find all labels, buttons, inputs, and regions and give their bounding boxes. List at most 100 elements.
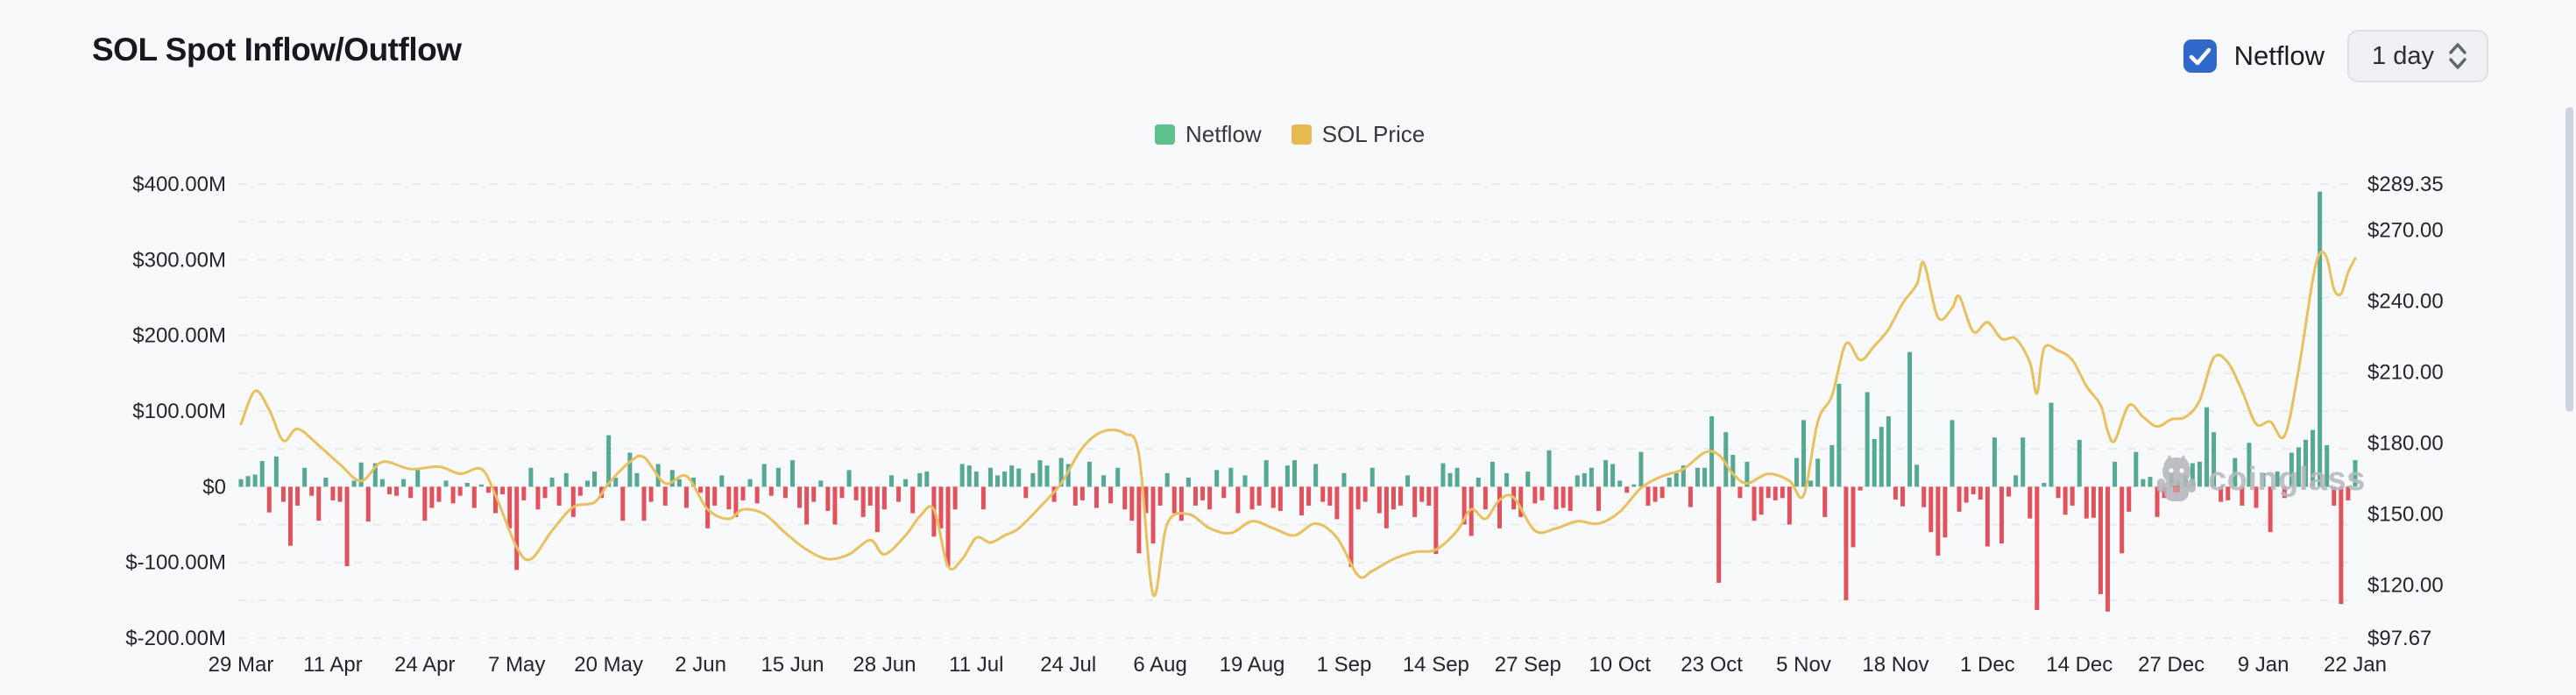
netflow-bar[interactable] <box>1044 465 1050 487</box>
netflow-bar[interactable] <box>1235 486 1241 514</box>
netflow-bar[interactable] <box>1178 486 1184 521</box>
netflow-bar[interactable] <box>1355 486 1361 510</box>
netflow-bar[interactable] <box>2275 472 2280 487</box>
netflow-bar[interactable] <box>2204 407 2210 487</box>
netflow-bar[interactable] <box>422 486 428 521</box>
netflow-bar[interactable] <box>1476 477 1481 487</box>
netflow-bar[interactable] <box>662 486 668 506</box>
netflow-bar[interactable] <box>627 452 633 487</box>
netflow-bar[interactable] <box>1978 486 1983 500</box>
netflow-bar[interactable] <box>1440 463 1446 487</box>
netflow-bar[interactable] <box>401 479 407 487</box>
netflow-bar[interactable] <box>867 486 873 506</box>
netflow-bar[interactable] <box>2162 486 2167 499</box>
netflow-bar[interactable] <box>394 486 400 496</box>
netflow-bar[interactable] <box>1844 486 1849 600</box>
netflow-bar[interactable] <box>344 486 350 566</box>
netflow-bar[interactable] <box>1553 486 1559 510</box>
netflow-bar[interactable] <box>1214 470 1220 487</box>
netflow-bar[interactable] <box>1928 486 1934 533</box>
netflow-bar[interactable] <box>245 476 251 487</box>
netflow-bar[interactable] <box>1185 477 1191 487</box>
netflow-bar[interactable] <box>669 470 675 487</box>
netflow-bar[interactable] <box>1115 467 1121 487</box>
netflow-bar[interactable] <box>1936 486 1941 556</box>
netflow-bar[interactable] <box>754 486 760 504</box>
netflow-bar[interactable] <box>1610 464 1616 487</box>
netflow-bar[interactable] <box>1263 460 1269 487</box>
netflow-bar[interactable] <box>1065 464 1071 487</box>
netflow-bar[interactable] <box>1320 486 1326 502</box>
netflow-bar[interactable] <box>804 486 810 525</box>
netflow-bar[interactable] <box>471 486 477 508</box>
netflow-bar[interactable] <box>1631 484 1637 487</box>
netflow-bar[interactable] <box>2141 479 2146 487</box>
netflow-bar[interactable] <box>429 486 435 508</box>
netflow-bar[interactable] <box>2176 480 2181 487</box>
netflow-bar[interactable] <box>1079 486 1085 500</box>
netflow-bar[interactable] <box>846 470 852 487</box>
netflow-bar[interactable] <box>1270 486 1276 508</box>
netflow-bar[interactable] <box>973 472 979 487</box>
netflow-bar[interactable] <box>1985 486 1990 547</box>
netflow-bar[interactable] <box>1002 472 1008 487</box>
netflow-bar[interactable] <box>2190 463 2195 487</box>
netflow-bar[interactable] <box>2296 447 2301 487</box>
netflow-bar[interactable] <box>415 470 421 487</box>
netflow-bar[interactable] <box>740 486 746 500</box>
netflow-bar[interactable] <box>1808 480 1814 487</box>
netflow-bar[interactable] <box>266 486 272 513</box>
netflow-bar[interactable] <box>1645 486 1651 506</box>
netflow-bar[interactable] <box>1419 486 1425 502</box>
netflow-bar[interactable] <box>888 475 894 487</box>
netflow-bar[interactable] <box>2346 486 2351 500</box>
netflow-bar[interactable] <box>1652 486 1658 502</box>
netflow-bar[interactable] <box>1560 486 1566 508</box>
netflow-bar[interactable] <box>514 486 520 571</box>
netflow-bar[interactable] <box>507 486 513 528</box>
netflow-bar[interactable] <box>1037 460 1043 487</box>
netflow-bar[interactable] <box>1766 486 1771 499</box>
netflow-bar[interactable] <box>648 486 654 502</box>
netflow-bar[interactable] <box>1157 486 1163 506</box>
netflow-bar[interactable] <box>302 467 308 487</box>
netflow-bar[interactable] <box>1433 486 1439 555</box>
netflow-bar[interactable] <box>952 486 958 510</box>
netflow-bar[interactable] <box>2063 486 2068 515</box>
netflow-bar[interactable] <box>436 486 442 502</box>
netflow-bar[interactable] <box>910 486 916 514</box>
netflow-bar[interactable] <box>1525 472 1531 487</box>
netflow-bar[interactable] <box>2353 460 2358 487</box>
netflow-bar[interactable] <box>238 479 244 487</box>
netflow-bar[interactable] <box>1447 472 1453 487</box>
netflow-bar[interactable] <box>549 477 555 487</box>
netflow-bar[interactable] <box>1030 472 1036 487</box>
netflow-bar[interactable] <box>839 486 845 499</box>
netflow-bar[interactable] <box>1950 420 1955 487</box>
netflow-bar[interactable] <box>1023 486 1029 499</box>
netflow-bar[interactable] <box>1129 486 1135 521</box>
netflow-bar[interactable] <box>1603 460 1609 487</box>
netflow-bar[interactable] <box>2028 486 2033 519</box>
netflow-bar[interactable] <box>1780 486 1785 499</box>
netflow-bar[interactable] <box>408 486 414 499</box>
netflow-bar[interactable] <box>1058 457 1064 487</box>
netflow-bar[interactable] <box>606 435 612 487</box>
netflow-bar[interactable] <box>995 475 1001 487</box>
netflow-bar[interactable] <box>1369 467 1375 487</box>
netflow-bar[interactable] <box>1242 475 1248 487</box>
netflow-bar[interactable] <box>1624 486 1630 493</box>
netflow-bar[interactable] <box>2212 432 2217 487</box>
netflow-bar[interactable] <box>2311 429 2316 487</box>
netflow-bar[interactable] <box>556 486 562 506</box>
netflow-bar[interactable] <box>1136 486 1142 554</box>
netflow-bar[interactable] <box>1681 465 1686 487</box>
netflow-bar[interactable] <box>563 472 569 487</box>
netflow-bar[interactable] <box>881 486 887 510</box>
netflow-bar[interactable] <box>1589 467 1594 487</box>
netflow-bar[interactable] <box>493 486 499 514</box>
netflow-bar[interactable] <box>917 472 923 487</box>
netflow-bar[interactable] <box>500 486 506 494</box>
netflow-bar[interactable] <box>945 486 951 566</box>
netflow-bar[interactable] <box>938 486 944 528</box>
